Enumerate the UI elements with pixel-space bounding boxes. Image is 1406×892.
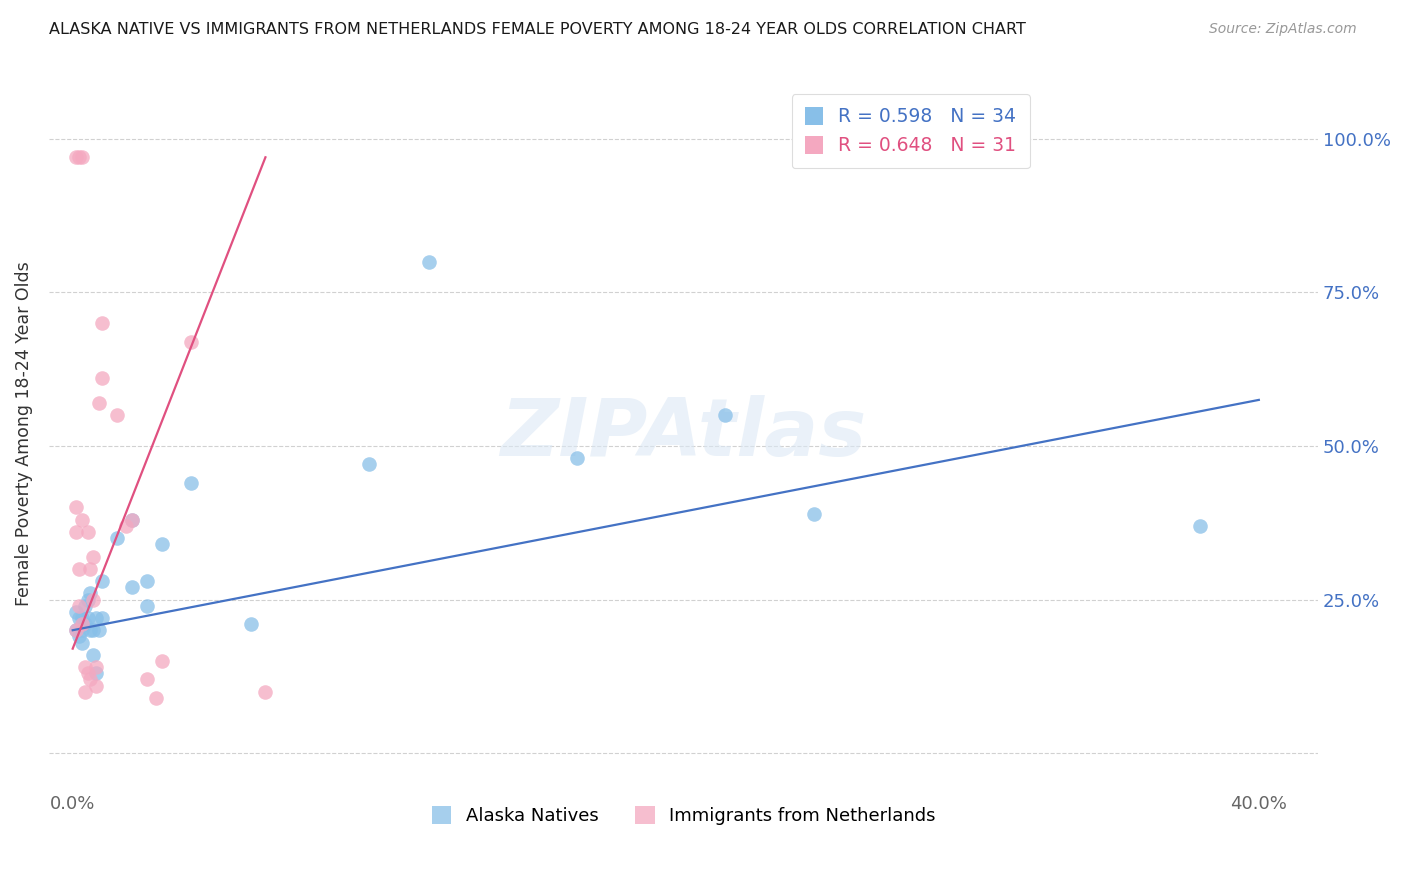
Point	[73, 684, 96, 698]
Point	[180, 334, 202, 349]
Point	[121, 513, 143, 527]
Point	[418, 254, 440, 268]
Point	[82, 592, 104, 607]
Point	[82, 549, 104, 564]
Point	[67, 611, 90, 625]
Point	[65, 624, 87, 638]
Point	[135, 599, 157, 613]
Point	[76, 611, 98, 625]
Point	[70, 617, 93, 632]
Point	[135, 574, 157, 588]
Text: ALASKA NATIVE VS IMMIGRANTS FROM NETHERLANDS FEMALE POVERTY AMONG 18-24 YEAR OLD: ALASKA NATIVE VS IMMIGRANTS FROM NETHERL…	[49, 22, 1026, 37]
Point	[67, 599, 90, 613]
Point	[714, 409, 737, 423]
Point	[79, 562, 101, 576]
Point	[76, 666, 98, 681]
Point	[145, 690, 167, 705]
Point	[65, 500, 87, 515]
Point	[73, 599, 96, 613]
Point	[91, 574, 114, 588]
Legend: Alaska Natives, Immigrants from Netherlands: Alaska Natives, Immigrants from Netherla…	[423, 797, 945, 834]
Point	[239, 617, 262, 632]
Point	[180, 475, 202, 490]
Point	[65, 150, 87, 164]
Point	[91, 611, 114, 625]
Point	[67, 150, 90, 164]
Point	[86, 660, 108, 674]
Point	[70, 513, 93, 527]
Point	[803, 507, 825, 521]
Point	[121, 513, 143, 527]
Point	[121, 580, 143, 594]
Point	[65, 624, 87, 638]
Point	[67, 562, 90, 576]
Point	[105, 409, 128, 423]
Point	[73, 617, 96, 632]
Point	[115, 518, 138, 533]
Point	[67, 629, 90, 643]
Point	[91, 371, 114, 385]
Point	[82, 648, 104, 662]
Point	[70, 611, 93, 625]
Point	[79, 673, 101, 687]
Y-axis label: Female Poverty Among 18-24 Year Olds: Female Poverty Among 18-24 Year Olds	[15, 261, 32, 606]
Point	[70, 150, 93, 164]
Point	[359, 458, 381, 472]
Point	[70, 624, 93, 638]
Point	[91, 316, 114, 330]
Point	[254, 684, 277, 698]
Point	[82, 624, 104, 638]
Point	[150, 654, 173, 668]
Point	[86, 678, 108, 692]
Point	[76, 592, 98, 607]
Point	[135, 673, 157, 687]
Point	[565, 451, 588, 466]
Point	[79, 586, 101, 600]
Point	[70, 635, 93, 649]
Point	[89, 624, 111, 638]
Point	[65, 605, 87, 619]
Point	[1188, 518, 1211, 533]
Text: ZIPAtlas: ZIPAtlas	[501, 394, 866, 473]
Point	[79, 624, 101, 638]
Point	[65, 524, 87, 539]
Point	[86, 611, 108, 625]
Text: Source: ZipAtlas.com: Source: ZipAtlas.com	[1209, 22, 1357, 37]
Point	[89, 396, 111, 410]
Point	[76, 524, 98, 539]
Point	[105, 531, 128, 545]
Point	[86, 666, 108, 681]
Point	[73, 660, 96, 674]
Point	[150, 537, 173, 551]
